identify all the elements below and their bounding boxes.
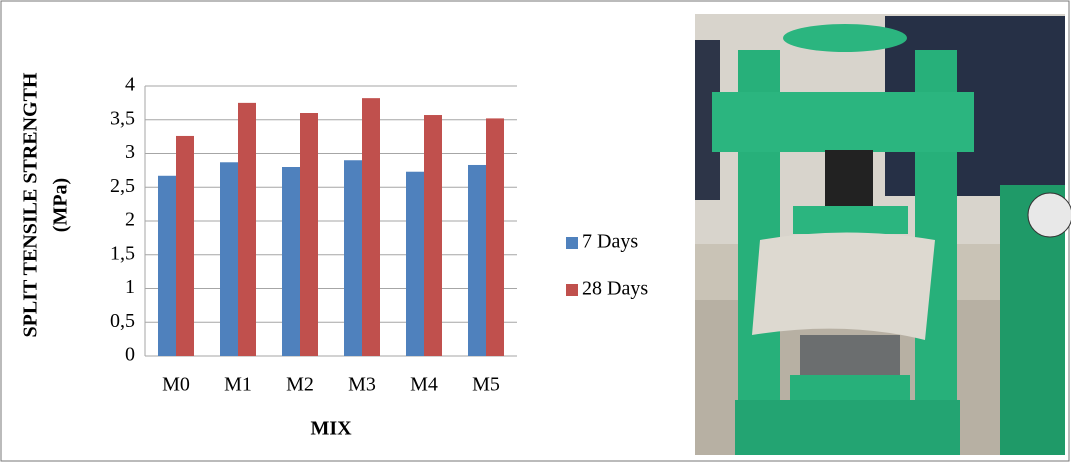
bar <box>486 118 504 357</box>
bar <box>158 175 176 356</box>
photo-screw <box>825 150 873 208</box>
bar <box>220 162 238 356</box>
x-tick-label: M2 <box>286 374 314 396</box>
photo-base-block <box>800 335 900 380</box>
x-axis-label: MIX <box>310 418 352 440</box>
y-tick-label: 4 <box>125 74 135 96</box>
photo-cloth <box>752 232 935 340</box>
photo-wheel <box>783 24 907 52</box>
legend-swatch <box>566 284 578 296</box>
bar <box>282 167 300 356</box>
y-tick-label: 3 <box>125 141 135 163</box>
y-tick-label: 1,5 <box>110 242 135 264</box>
bar <box>238 102 256 356</box>
bar <box>344 160 362 356</box>
y-axis-label: (MPa) <box>50 178 72 232</box>
legend-label: 7 Days <box>582 231 638 253</box>
y-tick-label: 1 <box>125 276 135 298</box>
x-tick-label: M0 <box>162 374 190 396</box>
x-tick-label: M4 <box>410 374 438 396</box>
legend-label: 28 Days <box>582 278 648 300</box>
photo-platen <box>793 206 908 234</box>
x-tick-label: M3 <box>348 374 376 396</box>
photo-top-beam <box>712 92 974 152</box>
bar <box>300 113 318 356</box>
y-tick-label: 0 <box>125 344 135 366</box>
y-tick-label: 3,5 <box>110 107 135 129</box>
y-axis-label: SPLIT TENSILE STRENGTH <box>20 72 42 337</box>
y-tick-label: 2,5 <box>110 175 135 197</box>
bar <box>176 135 194 356</box>
bar <box>424 115 442 357</box>
photo-gauge <box>1027 192 1071 238</box>
y-tick-label: 0,5 <box>110 310 135 332</box>
bar <box>468 164 486 356</box>
bar <box>362 98 380 357</box>
photo-foot <box>735 400 960 455</box>
bar <box>406 171 424 356</box>
y-tick-label: 2 <box>125 209 135 231</box>
legend-swatch <box>566 237 578 249</box>
x-tick-label: M1 <box>224 374 252 396</box>
x-tick-label: M5 <box>472 374 500 396</box>
photo <box>695 14 1071 455</box>
